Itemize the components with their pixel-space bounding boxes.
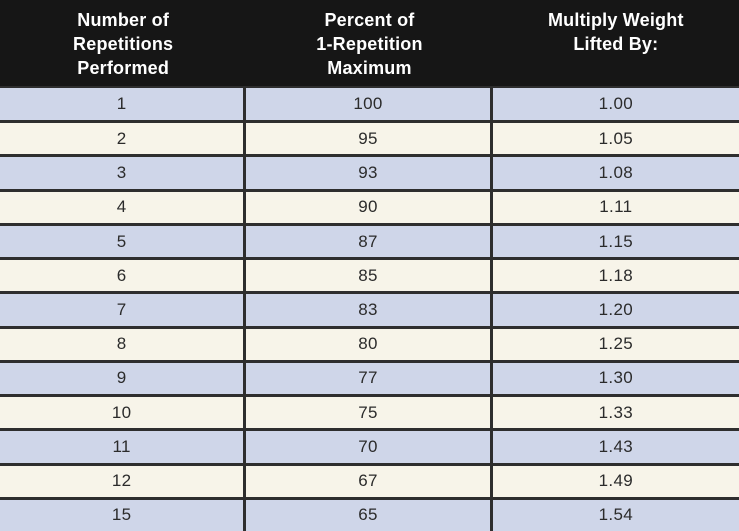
table-row: 12 67 1.49 — [0, 462, 739, 497]
table-row: 2 95 1.05 — [0, 120, 739, 155]
cell-repetitions: 15 — [0, 499, 247, 531]
table-row: 8 80 1.25 — [0, 325, 739, 360]
cell-multiplier: 1.33 — [598, 402, 633, 422]
table-row: 9 77 1.30 — [0, 359, 739, 395]
table-row: 15 65 1.54 — [0, 496, 739, 531]
column-header-repetitions-performed: Number of Repetitions Performed — [73, 10, 174, 78]
table-row: 7 83 1.20 — [0, 291, 739, 326]
cell-multiplier: 1.30 — [598, 368, 633, 388]
cell-multiplier: 1.05 — [598, 128, 633, 148]
table-row: 6 85 1.18 — [0, 257, 739, 292]
cell-percent-1rm: 95 — [246, 123, 493, 155]
table-row: 4 90 1.11 — [0, 188, 739, 223]
cell-multiplier: 1.54 — [598, 505, 633, 525]
cell-repetitions: 3 — [0, 157, 247, 189]
cell-multiplier: 1.08 — [598, 163, 633, 183]
table-row: 3 93 1.08 — [0, 154, 739, 189]
cell-repetitions: 10 — [0, 397, 247, 429]
cell-multiplier: 1.18 — [598, 265, 633, 285]
table-header: Number of Repetitions Performed Percent … — [0, 0, 739, 86]
table-row: 11 70 1.43 — [0, 428, 739, 463]
cell-multiplier: 1.11 — [599, 197, 633, 217]
cell-repetitions: 9 — [0, 362, 247, 395]
cell-repetitions: 1 — [0, 88, 247, 121]
cell-multiplier: 1.20 — [598, 299, 633, 319]
cell-percent-1rm: 83 — [246, 294, 493, 326]
cell-multiplier: 1.15 — [598, 231, 633, 251]
table-row: 5 87 1.15 — [0, 222, 739, 258]
column-header-multiply-weight: Multiply Weight Lifted By: — [547, 10, 684, 54]
table-row: 1 100 1.00 — [0, 86, 739, 121]
cell-repetitions: 4 — [0, 191, 247, 223]
cell-repetitions: 11 — [0, 431, 247, 463]
column-header-percent-1rm: Percent of 1-Repetition Maximum — [316, 10, 423, 78]
cell-multiplier: 1.00 — [598, 94, 633, 114]
cell-repetitions: 2 — [0, 123, 247, 155]
cell-percent-1rm: 90 — [246, 191, 493, 223]
cell-repetitions: 7 — [0, 294, 247, 326]
cell-repetitions: 6 — [0, 260, 247, 292]
cell-repetitions: 5 — [0, 225, 247, 258]
cell-percent-1rm: 85 — [246, 260, 493, 292]
cell-percent-1rm: 80 — [246, 328, 493, 360]
cell-percent-1rm: 67 — [246, 465, 493, 497]
cell-multiplier: 1.43 — [598, 436, 633, 456]
cell-percent-1rm: 75 — [246, 397, 493, 429]
cell-percent-1rm: 87 — [246, 225, 493, 258]
table-row: 10 75 1.33 — [0, 394, 739, 429]
cell-percent-1rm: 65 — [246, 499, 493, 531]
cell-percent-1rm: 100 — [246, 88, 493, 121]
table-body: 1 100 1.00 2 95 1.05 3 93 1.08 4 90 1.11… — [0, 86, 739, 531]
cell-percent-1rm: 77 — [246, 362, 493, 395]
cell-percent-1rm: 70 — [246, 431, 493, 463]
cell-repetitions: 8 — [0, 328, 247, 360]
cell-repetitions: 12 — [0, 465, 247, 497]
cell-multiplier: 1.49 — [598, 471, 633, 491]
cell-multiplier: 1.25 — [598, 334, 633, 354]
cell-percent-1rm: 93 — [246, 157, 493, 189]
